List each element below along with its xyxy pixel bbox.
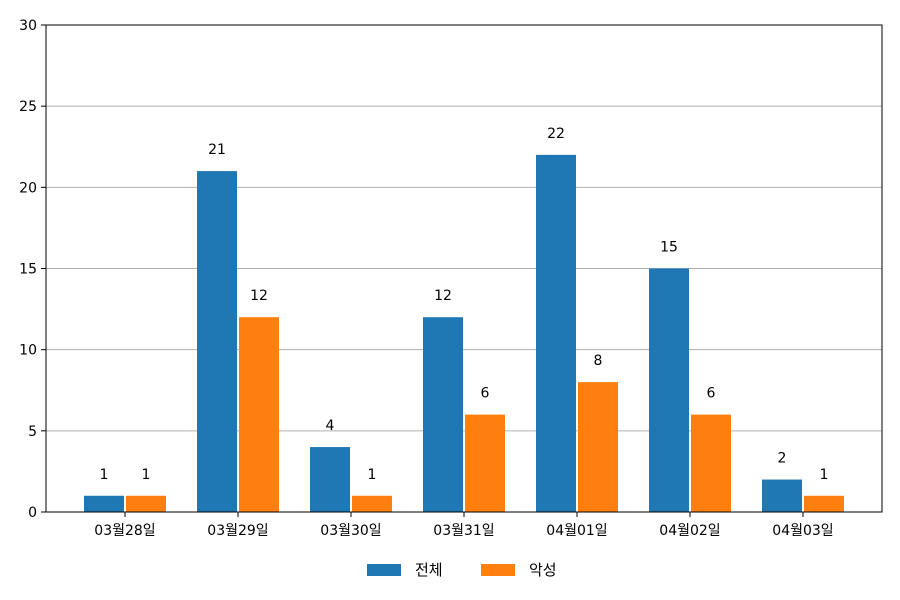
bar-value-label: 1	[820, 467, 829, 483]
grid-lines	[46, 105, 882, 432]
bar-value-label: 21	[208, 142, 226, 158]
bar-value-label: 2	[778, 451, 787, 467]
bar-series-1	[578, 382, 618, 512]
legend-label-series-0: 전체	[415, 561, 443, 579]
x-axis-ticks: 03월28일 03월29일 03월30일 03월31일 04월01일 04월02일 04월0…	[94, 512, 834, 539]
bar-value-label: 8	[594, 353, 603, 369]
bar-series-0	[310, 447, 350, 512]
bar-value-label: 1	[142, 467, 151, 483]
bar-value-label: 22	[547, 126, 565, 142]
x-tick-label: 03월31일	[433, 523, 494, 539]
y-tick-label: 30	[19, 18, 37, 34]
bar-series-1	[352, 495, 392, 512]
bars	[84, 154, 844, 512]
legend-swatch-series-0	[367, 564, 401, 576]
legend-swatch-series-1	[481, 564, 515, 576]
legend: 전체 악성	[367, 561, 557, 579]
bar-series-1	[804, 495, 844, 512]
x-tick-label: 04월03일	[772, 523, 833, 539]
bar-value-label: 1	[368, 467, 377, 483]
bar-series-1	[126, 495, 166, 512]
bar-value-label: 6	[481, 386, 490, 402]
bar-series-0	[762, 479, 802, 512]
bar-value-label: 1	[100, 467, 109, 483]
bar-series-0	[423, 317, 463, 512]
legend-label-series-1: 악성	[529, 561, 557, 579]
x-tick-label: 03월30일	[320, 523, 381, 539]
y-tick-label: 5	[28, 424, 37, 440]
y-tick-label: 10	[19, 343, 37, 359]
y-tick-label: 15	[19, 262, 37, 278]
bar-series-1	[239, 317, 279, 512]
y-tick-label: 0	[28, 505, 37, 521]
bar-series-0	[197, 171, 237, 512]
x-tick-label: 04월02일	[659, 523, 720, 539]
bar-value-label: 12	[250, 288, 268, 304]
bar-series-1	[691, 414, 731, 512]
y-axis-ticks: 0 5 10 15 20 25 30	[19, 18, 46, 521]
y-tick-label: 20	[19, 180, 37, 196]
bar-value-label: 6	[707, 386, 716, 402]
bar-series-1	[465, 414, 505, 512]
bar-series-0	[84, 495, 124, 512]
y-tick-label: 25	[19, 99, 37, 115]
bar-series-0	[649, 268, 689, 512]
bar-series-0	[536, 154, 576, 512]
bar-value-label: 4	[326, 418, 335, 434]
x-tick-label: 03월28일	[94, 523, 155, 539]
x-tick-label: 04월01일	[546, 523, 607, 539]
x-tick-label: 03월29일	[207, 523, 268, 539]
bar-value-label: 12	[434, 288, 452, 304]
bar-value-label: 15	[660, 240, 678, 256]
